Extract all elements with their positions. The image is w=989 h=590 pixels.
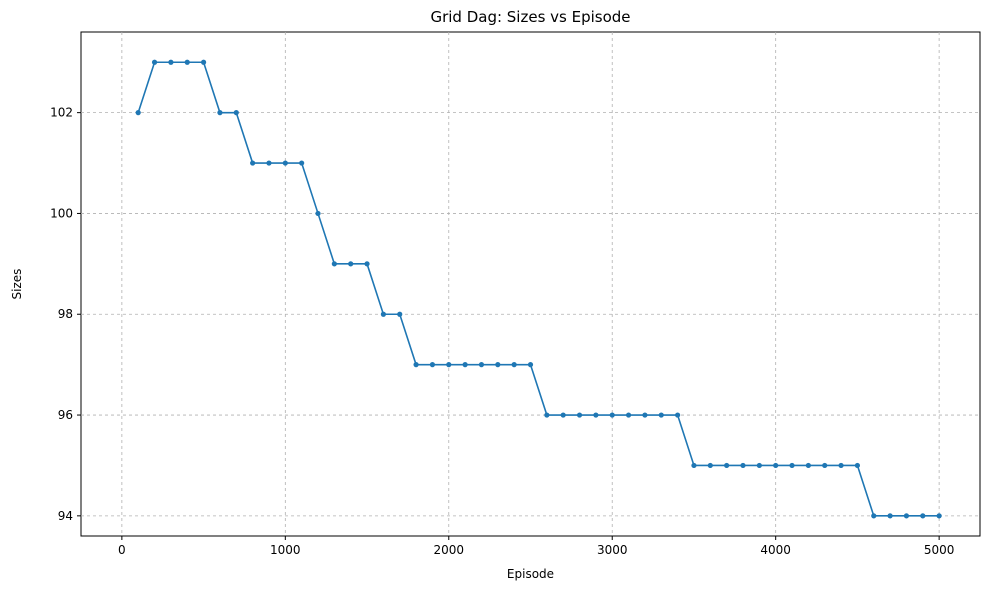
data-point bbox=[756, 462, 762, 469]
data-point bbox=[135, 110, 141, 116]
x-tick-label: 1000 bbox=[270, 543, 301, 557]
data-point bbox=[724, 462, 730, 469]
data-point bbox=[822, 462, 828, 469]
x-tick-label: 4000 bbox=[760, 543, 791, 557]
x-axis-label: Episode bbox=[507, 567, 554, 581]
data-point bbox=[462, 362, 468, 368]
x-tick-label: 0 bbox=[118, 543, 126, 557]
data-point bbox=[871, 513, 877, 519]
data-point bbox=[936, 513, 942, 519]
data-point bbox=[658, 412, 664, 418]
data-point bbox=[446, 362, 452, 368]
y-axis-label: Sizes bbox=[10, 269, 24, 300]
data-point bbox=[217, 110, 223, 116]
data-point bbox=[299, 160, 305, 166]
data-point bbox=[887, 513, 893, 519]
data-point bbox=[331, 261, 337, 267]
data-point bbox=[315, 210, 321, 217]
data-point bbox=[266, 160, 272, 166]
data-point bbox=[675, 412, 681, 418]
data-point bbox=[854, 462, 861, 469]
data-point bbox=[903, 513, 910, 519]
data-point bbox=[609, 412, 615, 418]
data-point bbox=[348, 261, 354, 267]
data-point bbox=[593, 412, 599, 418]
data-point bbox=[544, 412, 550, 418]
data-point bbox=[151, 59, 158, 65]
data-point bbox=[789, 462, 795, 469]
data-point bbox=[478, 362, 485, 368]
data-point bbox=[380, 311, 386, 317]
data-point bbox=[184, 59, 190, 65]
axis-ticks: 0 1000 2000 3000 4000 5000 94 96 98 100 102 bbox=[50, 106, 954, 557]
grid-lines bbox=[81, 32, 980, 536]
data-point bbox=[233, 110, 239, 116]
data-point bbox=[707, 462, 713, 469]
data-point bbox=[511, 362, 517, 368]
x-tick-label: 5000 bbox=[924, 543, 955, 557]
data-point bbox=[429, 362, 436, 368]
y-tick-label: 94 bbox=[58, 509, 73, 523]
y-tick-label: 96 bbox=[58, 408, 73, 422]
y-tick-label: 102 bbox=[50, 106, 73, 120]
data-point bbox=[527, 362, 534, 368]
data-point bbox=[364, 261, 370, 267]
data-point bbox=[642, 412, 648, 418]
data-point bbox=[200, 59, 207, 65]
data-point bbox=[168, 59, 174, 65]
x-tick-label: 2000 bbox=[433, 543, 464, 557]
data-point bbox=[805, 462, 811, 469]
data-point bbox=[625, 412, 632, 418]
data-point bbox=[740, 462, 746, 469]
data-point bbox=[282, 160, 288, 166]
plot-area bbox=[80, 31, 981, 537]
data-point bbox=[397, 311, 403, 317]
data-point bbox=[413, 362, 419, 368]
y-tick-label: 100 bbox=[50, 206, 73, 220]
y-tick-label: 98 bbox=[58, 307, 73, 321]
data-point bbox=[576, 412, 583, 418]
series-line bbox=[137, 61, 940, 517]
data-point bbox=[773, 462, 779, 469]
series-layer bbox=[135, 59, 942, 519]
data-point bbox=[495, 362, 501, 368]
x-tick-label: 3000 bbox=[597, 543, 628, 557]
data-point bbox=[560, 412, 566, 418]
data-point bbox=[838, 462, 844, 469]
chart-title: Grid Dag: Sizes vs Episode bbox=[430, 8, 630, 26]
data-point bbox=[920, 513, 926, 519]
data-point bbox=[691, 462, 697, 469]
data-point bbox=[250, 160, 256, 166]
